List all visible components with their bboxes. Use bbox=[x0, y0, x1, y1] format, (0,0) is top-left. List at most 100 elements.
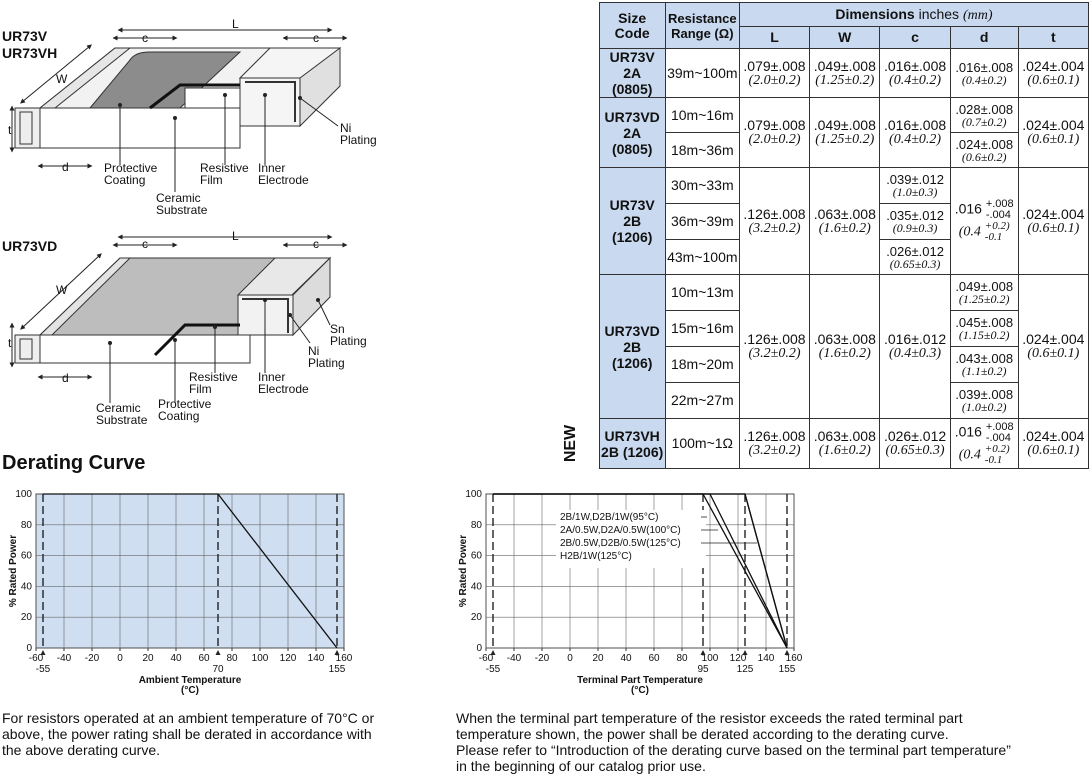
x-axis-title: Terminal Part Temperature bbox=[577, 675, 703, 686]
resistance-range: 36m~39m bbox=[664, 203, 740, 240]
x-tick-label: 60 bbox=[648, 653, 660, 664]
table-row: UR73V 2B (1206) 30m~33m .126±.008 (3.2±0.2)… bbox=[542, 167, 1089, 275]
part-name-ur73v: UR73V bbox=[2, 28, 48, 44]
label-resistive-film-top: Resistive Film bbox=[200, 161, 249, 187]
header-L: L bbox=[738, 26, 811, 49]
resistance-range: 43m~100m bbox=[664, 239, 740, 275]
marker-label: -55 bbox=[36, 664, 51, 675]
dim-L: .079±.008 (2.0±0.2) bbox=[738, 97, 811, 168]
plot-area bbox=[35, 493, 345, 649]
dim-d: .016±.008 (0.4±0.2) bbox=[949, 48, 1019, 98]
y-tick-label: 100 bbox=[15, 489, 32, 500]
derating-curve-title: Derating Curve bbox=[2, 452, 146, 474]
dimensions-table: Size Code Resistance Range (Ω) Dimensions … bbox=[542, 2, 1089, 469]
dim-c: .035±.012 (0.9±0.3) bbox=[879, 203, 951, 240]
y-tick-label: 20 bbox=[471, 612, 483, 623]
header-c: c bbox=[879, 26, 951, 49]
x-tick-label: -60 bbox=[479, 653, 494, 664]
marker-label: 155 bbox=[779, 664, 796, 675]
y-tick-label: 80 bbox=[471, 520, 483, 531]
marker-label: -55 bbox=[486, 664, 501, 675]
marker-label: 125 bbox=[737, 664, 754, 675]
label-d-bottom: d bbox=[62, 371, 69, 385]
dim-d: .039±.008 (1.0±0.2) bbox=[949, 382, 1019, 419]
x-axis-unit: (°C) bbox=[181, 685, 199, 696]
label-c-right-bottom: c bbox=[313, 237, 319, 251]
label-W-top: W bbox=[56, 72, 68, 86]
table-row: 22m~27m .039±.008 (1.0±0.2) bbox=[542, 382, 1089, 419]
y-axis-title: % Rated Power bbox=[8, 535, 19, 607]
table-row: UR73V 2A (0805) 39m~100m .079±.008 (2.0±0.… bbox=[542, 48, 1089, 98]
header-W: W bbox=[809, 26, 881, 49]
chip-diagram-bottom bbox=[9, 234, 348, 403]
marker-arrow bbox=[40, 650, 46, 655]
resistance-range: 10m~13m bbox=[664, 274, 740, 311]
label-inner-electrode-top: Inner Electrode bbox=[258, 161, 309, 187]
header-d: d bbox=[949, 26, 1019, 49]
y-tick-label: 40 bbox=[471, 581, 483, 592]
label-t-bottom: t bbox=[8, 336, 12, 350]
x-tick-label: 100 bbox=[702, 653, 719, 664]
dim-L: .126±.008 (3.2±0.2) bbox=[738, 418, 811, 469]
derating-chart-terminal: -60 -40 -20 0 20 40 60 80 100 120 140 160 0 20 40 60 80 1… bbox=[458, 489, 803, 696]
derating-note-ambient: For resistors operated at an ambient tem… bbox=[2, 710, 375, 758]
resistance-range: 10m~16m bbox=[664, 97, 740, 133]
x-tick-label: 120 bbox=[280, 653, 297, 664]
legend-entry: 2B/0.5W,D2B/0.5W(125°C) bbox=[560, 538, 681, 549]
x-tick-label: -40 bbox=[57, 653, 72, 664]
x-tick-label: 0 bbox=[567, 653, 573, 664]
dim-c: .016±.008 (0.4±0.2) bbox=[879, 97, 951, 168]
x-tick-label: 100 bbox=[252, 653, 269, 664]
x-tick-label: 60 bbox=[198, 653, 210, 664]
label-L-bottom: L bbox=[232, 229, 239, 243]
size-code-ur73vh-2b: UR73VH 2B (1206) bbox=[598, 418, 666, 469]
resistance-range: 22m~27m bbox=[664, 382, 740, 419]
marker-label: 70 bbox=[212, 664, 224, 675]
table-row: 43m~100m .026±.012 (0.65±0.3) bbox=[542, 239, 1089, 275]
dim-d: .049±.008 (1.25±0.2) bbox=[949, 274, 1019, 311]
part-name-ur73vd: UR73VD bbox=[2, 238, 58, 254]
label-c-left-bottom: c bbox=[142, 237, 148, 251]
dim-c: .026±.012 (0.65±0.3) bbox=[879, 418, 951, 469]
marker-arrow bbox=[490, 650, 496, 655]
y-tick-label: 40 bbox=[21, 581, 33, 592]
dim-t: .024±.004 (0.6±0.1) bbox=[1017, 418, 1089, 469]
label-ceramic-substrate-bottom: Ceramic Substrate bbox=[96, 401, 148, 427]
y-tick-label: 60 bbox=[471, 551, 483, 562]
resistance-range: 15m~16m bbox=[664, 310, 740, 347]
dim-W: .049±.008 (1.25±0.2) bbox=[809, 48, 881, 98]
dim-c: .039±.012 (1.0±0.3) bbox=[879, 167, 951, 204]
label-c-right-top: c bbox=[313, 31, 319, 45]
resistance-range: 39m~100m bbox=[664, 48, 740, 98]
label-protective-coating-top: Protective Coating bbox=[104, 161, 158, 187]
dim-t: .024±.004 (0.6±0.1) bbox=[1017, 274, 1089, 419]
y-tick-label: 20 bbox=[21, 612, 33, 623]
derating-chart-ambient: -60 -40 -20 0 20 40 60 80 100 120 140 160 0 20 40 60 80 1… bbox=[8, 489, 353, 696]
table-row: 18m~36m .024±.008 (0.6±0.2) bbox=[542, 132, 1089, 168]
y-tick-label: 100 bbox=[465, 489, 482, 500]
label-protective-coating-bottom: Protective Coating bbox=[158, 397, 212, 423]
label-ceramic-substrate-top: Ceramic Substrate bbox=[156, 191, 208, 217]
label-ni-plating-top: Ni Plating bbox=[340, 121, 377, 147]
chip-diagram-top bbox=[9, 27, 348, 192]
dim-d: .016 +.008 -.004 (0.4 +0.2) -0.1 bbox=[949, 418, 1019, 469]
size-code-ur73v-2b: UR73V 2B (1206) bbox=[598, 167, 666, 275]
dim-W: .049±.008 (1.25±0.2) bbox=[809, 97, 881, 168]
label-W-bottom: W bbox=[56, 283, 68, 297]
label-d-top: d bbox=[62, 160, 69, 174]
dim-L: .126±.008 (3.2±0.2) bbox=[738, 167, 811, 275]
marker-arrow bbox=[700, 650, 706, 655]
x-axis-unit: (°C) bbox=[631, 685, 649, 696]
y-tick-label: 0 bbox=[26, 643, 32, 654]
legend-entry: 2B/1W,D2B/1W(95°C) bbox=[560, 512, 658, 523]
dim-d: .016 +.008 -.004 (0.4 +0.2) -0.1 bbox=[949, 167, 1019, 275]
resistance-range: 100m~1Ω bbox=[664, 418, 740, 469]
label-ni-plating-bottom: Ni Plating bbox=[308, 344, 345, 370]
x-tick-label: 160 bbox=[336, 653, 353, 664]
y-axis-title: % Rated Power bbox=[458, 535, 469, 607]
x-tick-label: 20 bbox=[592, 653, 604, 664]
dim-L: .126±.008 (3.2±0.2) bbox=[738, 274, 811, 419]
dim-t: .024±.004 (0.6±0.1) bbox=[1017, 97, 1089, 168]
x-tick-label: 80 bbox=[226, 653, 238, 664]
label-t-top: t bbox=[8, 123, 12, 137]
